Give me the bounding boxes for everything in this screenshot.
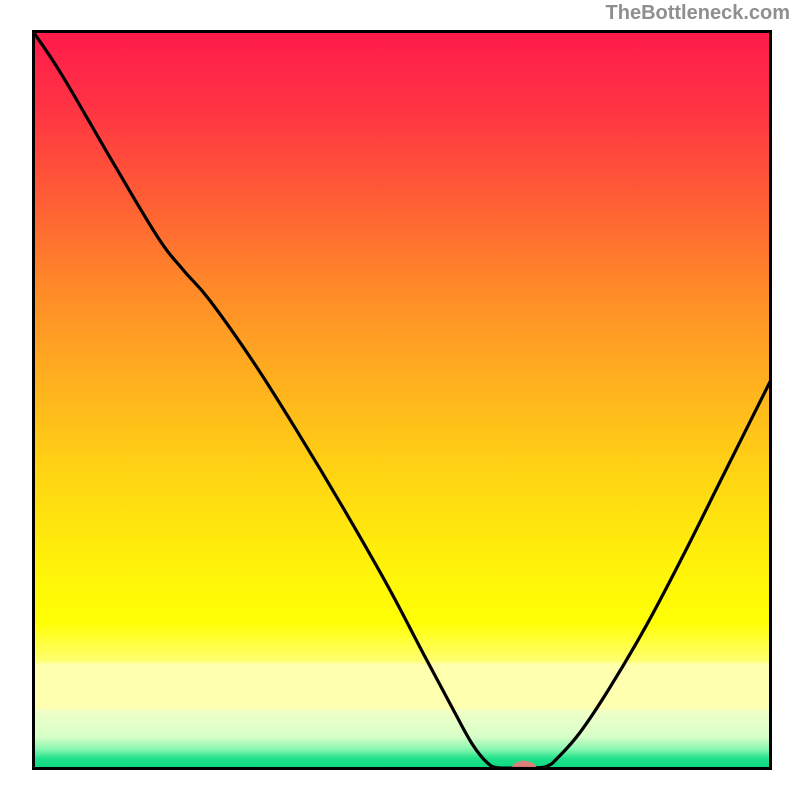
chart-container: TheBottleneck.com [0,0,800,800]
chart-svg [32,30,772,770]
chart-plot-area [32,30,772,770]
watermark-text: TheBottleneck.com [606,2,790,25]
chart-background-gradient [32,30,772,770]
